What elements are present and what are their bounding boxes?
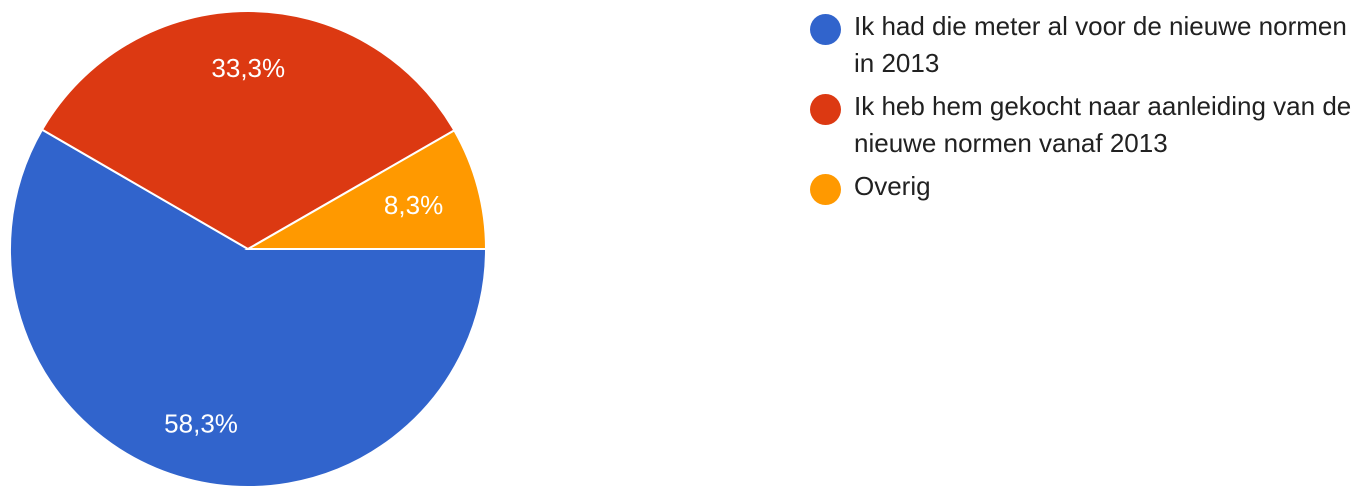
legend-label: Ik had die meter al voor de nieuwe norme… [854,11,1347,78]
pie-chart: 58,3% 33,3% 8,3% [9,10,488,487]
legend-label: Ik heb hem gekocht naar aanleiding van d… [854,91,1352,158]
pie-slice[interactable] [244,128,488,250]
pie-slice-label: 33,3% [211,53,285,83]
legend-item[interactable]: Ik had die meter al voor de nieuwe norme… [806,8,1366,82]
legend-item[interactable]: Ik heb hem gekocht naar aanleiding van d… [806,88,1366,162]
legend-label: Overig [854,171,931,201]
chart-legend: Ik had die meter al voor de nieuwe norme… [806,8,1366,211]
pie-slice-label: 58,3% [164,409,238,439]
legend-swatch-icon [810,14,841,45]
pie-slice[interactable] [9,128,488,487]
legend-swatch-icon [810,94,841,125]
legend-swatch-icon [810,174,841,205]
legend-item[interactable]: Overig [806,168,1366,205]
pie-slice-label: 8,3% [384,190,443,220]
